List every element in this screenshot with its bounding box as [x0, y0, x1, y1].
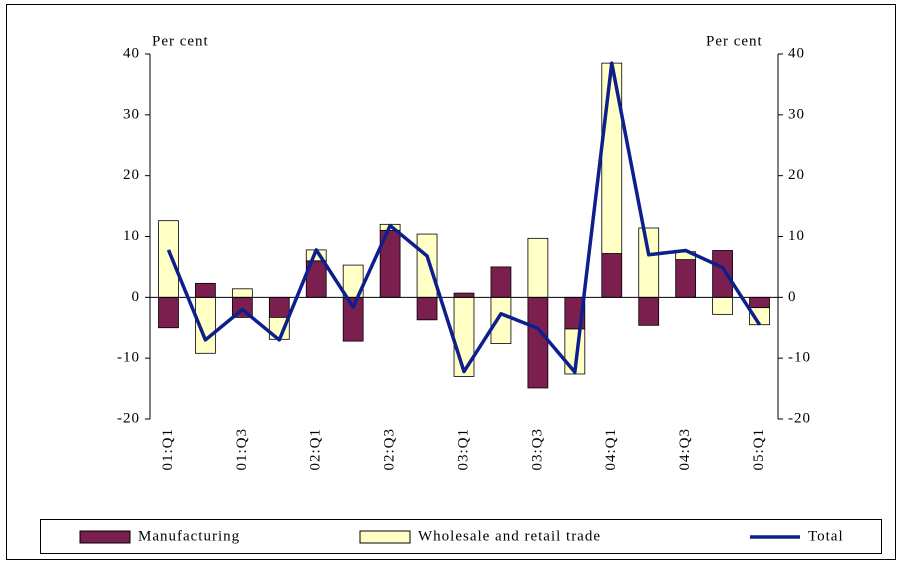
x-tick-label: 03:Q3	[529, 428, 545, 471]
bar	[638, 296, 660, 326]
y-tick-label: 10	[123, 228, 140, 244]
legend-label: Manufacturing	[138, 528, 240, 544]
bar	[527, 296, 549, 389]
legend-label: Total	[808, 528, 844, 544]
y-tick-label: 40	[123, 45, 140, 61]
chart-frame	[6, 4, 896, 560]
y2-tick-label: -20	[788, 410, 811, 426]
x-tick-label: 05:Q1	[751, 428, 767, 471]
bar	[490, 296, 512, 344]
bar	[638, 227, 660, 298]
legend-swatch	[359, 530, 411, 544]
y2-axis-label: Per cent	[706, 33, 763, 49]
x-tick-label: 03:Q1	[455, 428, 471, 471]
y2-tick-label: 40	[788, 45, 805, 61]
bar	[453, 296, 475, 377]
bar	[453, 292, 475, 298]
y2-tick-label: 10	[788, 228, 805, 244]
y2-tick-label: 30	[788, 106, 805, 122]
y-tick-label: 20	[123, 167, 140, 183]
y2-tick-label: -10	[788, 350, 811, 366]
line	[166, 61, 761, 374]
bar	[231, 288, 253, 298]
bar	[675, 259, 697, 298]
bar	[416, 296, 438, 321]
bar	[527, 237, 549, 298]
bar	[601, 253, 623, 298]
bar	[195, 282, 216, 298]
bar	[416, 233, 438, 298]
x-tick-label: 02:Q3	[382, 428, 398, 471]
x-tick-label: 01:Q1	[160, 428, 176, 471]
legend-swatch	[79, 530, 131, 544]
legend-label: Wholesale and retail trade	[418, 528, 601, 544]
legend	[40, 519, 882, 554]
y-tick-label: 0	[132, 289, 141, 305]
y-axis-label: Per cent	[152, 33, 209, 49]
y-tick-label: -20	[117, 410, 140, 426]
bar	[712, 296, 733, 315]
x-tick-label: 04:Q3	[677, 428, 693, 471]
bar	[158, 220, 179, 298]
y-tick-label: 30	[123, 106, 140, 122]
x-tick-label: 04:Q1	[603, 428, 619, 471]
bar	[749, 296, 770, 309]
bar	[268, 296, 290, 318]
y-tick-label: -10	[117, 350, 140, 366]
bar	[712, 250, 733, 298]
y2-tick-label: 0	[788, 289, 797, 305]
bar	[158, 296, 179, 329]
bar	[490, 266, 512, 298]
x-tick-label: 02:Q1	[308, 428, 324, 471]
x-tick-label: 01:Q3	[234, 428, 250, 471]
y2-tick-label: 20	[788, 167, 805, 183]
